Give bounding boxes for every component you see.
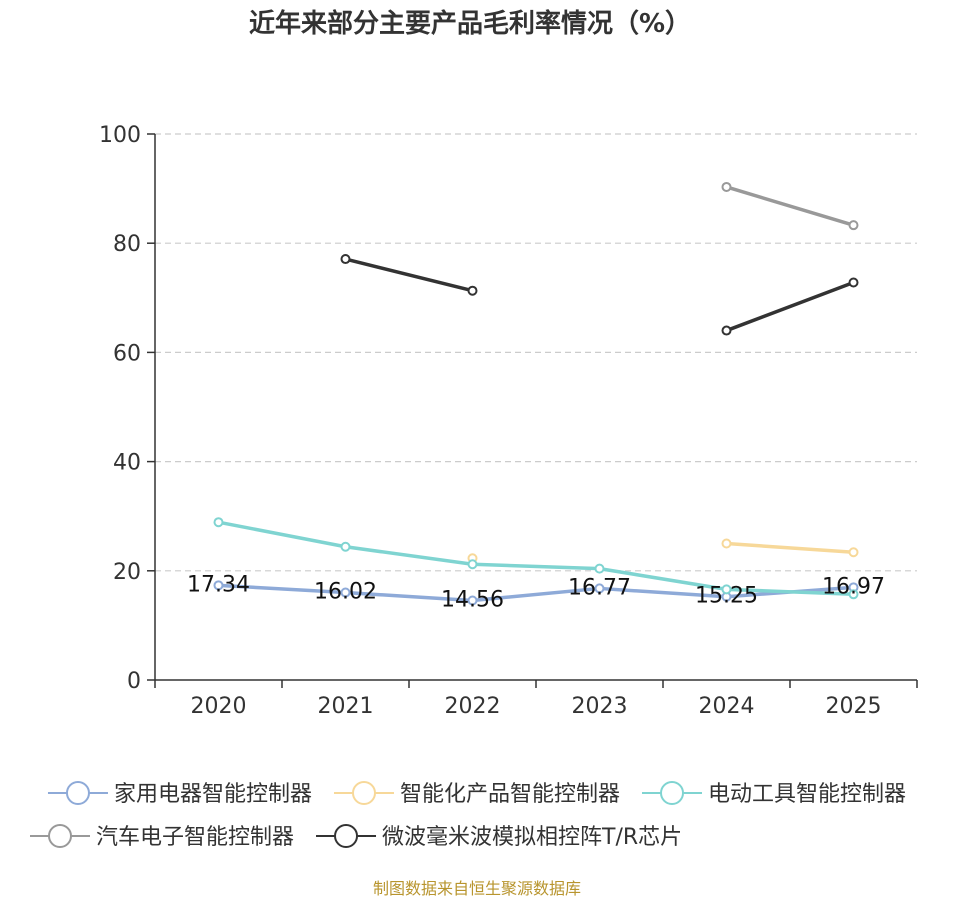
x-tick-label: 2021 — [318, 694, 374, 719]
legend-item: 家用电器智能控制器 — [47, 781, 312, 807]
series-line-segment — [724, 185, 856, 227]
data-point — [340, 541, 351, 552]
series-line-segment — [216, 520, 348, 549]
series-line-segment — [470, 586, 602, 603]
legend-label: 汽车电子智能控制器 — [96, 825, 294, 850]
data-label: 17.34 — [187, 572, 250, 597]
data-label: 14.56 — [441, 588, 504, 613]
legend-label: 智能化产品智能控制器 — [400, 782, 620, 807]
series-line-segment — [470, 562, 602, 571]
axes: 0 20 40 60 80 100 2020 2021 2022 2023 2024 2025 — [99, 123, 918, 719]
legend-marker-icon — [48, 824, 72, 848]
data-label: 15.25 — [695, 584, 758, 609]
series-line-segment — [343, 257, 475, 293]
x-tick-label: 2023 — [572, 694, 628, 719]
y-tick-label: 60 — [113, 341, 141, 366]
legend-marker-icon — [334, 824, 359, 848]
data-point — [213, 580, 224, 591]
x-tick-label: 2025 — [826, 694, 882, 719]
data-label: 16.02 — [314, 580, 377, 605]
data-point — [467, 285, 478, 296]
y-tick-label: 40 — [113, 451, 141, 476]
data-label: 16.77 — [568, 575, 631, 600]
x-tick-label: 2022 — [445, 694, 501, 719]
data-points — [213, 181, 859, 606]
data-point — [467, 559, 478, 570]
legend-item: 电动工具智能控制器 — [642, 781, 906, 807]
legend-marker-icon — [65, 781, 90, 805]
data-point — [594, 563, 605, 574]
series-line-segment — [724, 280, 856, 333]
data-point — [848, 220, 859, 231]
legend-item: 汽车电子智能控制器 — [30, 824, 294, 850]
y-tick-label: 100 — [99, 123, 141, 148]
x-tick-label: 2024 — [699, 694, 755, 719]
data-point — [721, 325, 732, 336]
data-point — [340, 254, 351, 265]
y-tick-label: 0 — [127, 669, 141, 694]
series-line-segment — [724, 541, 856, 554]
grid-lines — [155, 133, 917, 572]
data-point — [721, 538, 732, 549]
series-line-segment — [343, 545, 475, 566]
legend-label: 家用电器智能控制器 — [114, 782, 312, 807]
data-point — [848, 277, 859, 288]
legend-item: 智能化产品智能控制器 — [333, 781, 620, 807]
data-labels: 17.34 16.02 14.56 16.77 15.25 16.97 — [187, 572, 885, 612]
series-line-segment — [724, 587, 856, 597]
series-line-segment — [597, 586, 729, 599]
legend-marker-icon — [660, 781, 685, 805]
legend-label: 电动工具智能控制器 — [708, 782, 906, 807]
legend-marker-icon — [351, 781, 376, 805]
data-point — [721, 181, 732, 192]
series-lines — [216, 185, 856, 603]
y-tick-label: 80 — [113, 232, 141, 257]
data-label: 16.97 — [822, 574, 885, 599]
data-point — [848, 589, 859, 600]
data-point — [594, 583, 605, 594]
data-point — [848, 547, 859, 558]
data-point — [340, 587, 351, 598]
data-point — [213, 517, 224, 528]
data-point — [467, 595, 478, 606]
y-tick-label: 20 — [113, 560, 141, 585]
data-point — [721, 584, 732, 595]
legend-item: 微波毫米波模拟相控阵T/R芯片 — [316, 824, 682, 850]
chart-title: 近年来部分主要产品毛利率情况（%） — [249, 8, 691, 39]
legend-label: 微波毫米波模拟相控阵T/R芯片 — [382, 825, 682, 850]
series-line-segment — [343, 590, 475, 603]
x-tick-label: 2020 — [191, 694, 247, 719]
series-line-segment — [216, 583, 348, 595]
source-note: 制图数据来自恒生聚源数据库 — [373, 879, 581, 898]
series-line-segment — [597, 566, 729, 592]
